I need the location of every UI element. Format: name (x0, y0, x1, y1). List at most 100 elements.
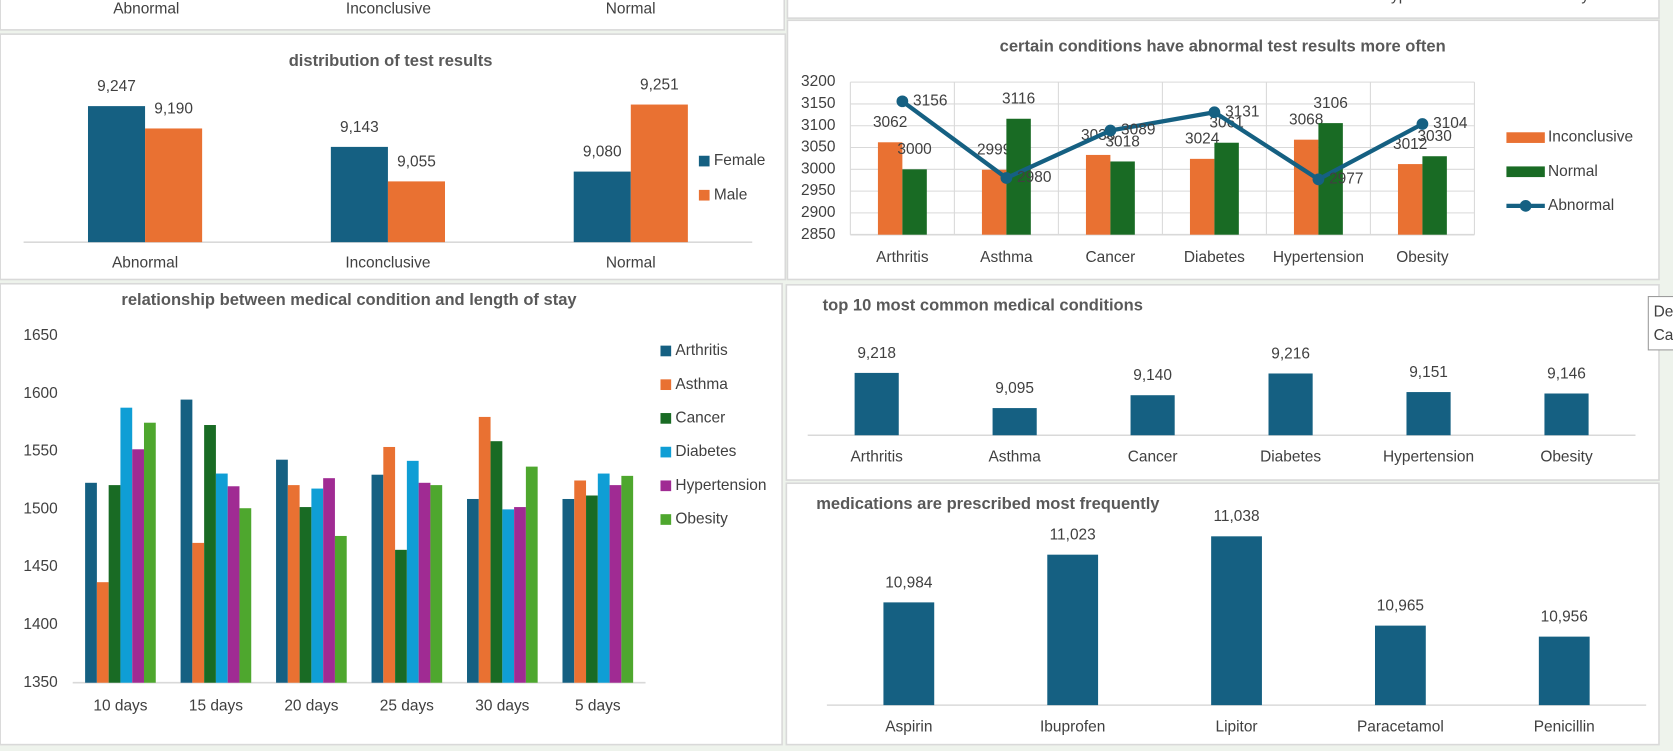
x-tick-label: Cancer (1085, 249, 1135, 266)
x-tick-label: Asthma (980, 249, 1033, 266)
bar (96, 582, 109, 683)
bar (430, 485, 443, 683)
legend-swatch (660, 514, 672, 525)
bar (1293, 139, 1319, 235)
legend-swatch (660, 413, 672, 424)
data-label: 3116 (1002, 91, 1035, 108)
legend-label: Obesity (675, 511, 728, 528)
bar (418, 482, 431, 683)
bar (145, 128, 203, 243)
line-marker (1000, 172, 1013, 184)
cropped-label: Diabetes (1260, 0, 1321, 4)
y-tick-label: 2950 (801, 182, 835, 199)
bar (883, 602, 935, 706)
panel (786, 0, 1660, 19)
data-label: 2999 (977, 142, 1011, 159)
line-marker (1208, 106, 1221, 119)
legend-swatch (660, 379, 672, 391)
data-label: 9,190 (154, 100, 193, 117)
x-tick-label: Ibuprofen (1040, 719, 1105, 736)
x-tick-label: Hypertension (1383, 449, 1474, 466)
data-label: 3062 (873, 114, 907, 131)
data-label: 10,965 (1377, 597, 1424, 614)
chart-title: relationship between medical condition a… (121, 290, 577, 309)
x-tick-label: Arthritis (850, 449, 903, 466)
legend-label: Diabetes (675, 443, 736, 460)
data-label: 3018 (1105, 133, 1139, 150)
bar (1130, 395, 1175, 436)
data-label: 9,216 (1271, 345, 1310, 362)
bar (192, 542, 205, 683)
bar (490, 441, 503, 683)
x-tick-label: Lipitor (1215, 719, 1257, 736)
line (901, 99, 1424, 182)
bar (562, 498, 575, 683)
bar (502, 509, 515, 683)
bar (597, 473, 610, 683)
line-marker (1104, 124, 1117, 137)
legend-label: Cancer (675, 409, 725, 426)
x-tick-label: Abnormal (112, 255, 178, 272)
x-tick-label: Aspirin (885, 719, 932, 736)
legend-label: Hypertension (675, 477, 766, 494)
bar (311, 488, 324, 683)
x-tick-label: Obesity (1540, 449, 1593, 466)
x-tick-label: 25 days (380, 697, 434, 714)
data-label: 9,055 (397, 153, 436, 170)
panel (785, 284, 1660, 481)
data-label: 3012 (1393, 136, 1427, 153)
data-label: 3030 (1417, 128, 1451, 145)
y-tick-label: 1550 (23, 443, 57, 460)
bar (514, 507, 526, 683)
cropped-label: Abnormal (113, 1, 179, 18)
bar (1374, 625, 1426, 706)
x-tick-label: Arthritis (876, 249, 929, 266)
bar (143, 422, 156, 683)
x-tick-label: 20 days (284, 697, 338, 714)
bar (1110, 161, 1135, 235)
x-tick-label: Normal (606, 255, 656, 272)
line-marker (1416, 118, 1429, 130)
bar (180, 399, 193, 683)
data-label: 11,023 (1050, 527, 1096, 544)
bar (1397, 164, 1423, 235)
data-label: 9,151 (1409, 364, 1448, 381)
y-tick-label: 2850 (801, 226, 835, 243)
x-tick-label: Penicillin (1534, 719, 1595, 736)
x-tick-label: Paracetamol (1357, 719, 1444, 736)
bar (1538, 636, 1590, 706)
legend-swatch (1519, 200, 1532, 212)
bar (609, 485, 622, 683)
bar (276, 459, 288, 683)
bar (406, 460, 419, 683)
legend-swatch (698, 189, 710, 201)
bar (1214, 142, 1239, 235)
bar (586, 495, 598, 683)
bar (1085, 154, 1111, 235)
data-label: 2977 (1329, 170, 1363, 187)
bar (1406, 392, 1451, 436)
chart-title: certain conditions have abnormal test re… (1000, 36, 1446, 55)
legend-label: Arthritis (675, 342, 728, 359)
line-marker (1312, 173, 1325, 186)
data-label: 3104 (1433, 115, 1468, 132)
cropped-label: Hypertension (1380, 0, 1471, 4)
bar (395, 549, 407, 683)
bar (467, 498, 479, 683)
legend-label: Inconclusive (1548, 129, 1633, 146)
bar (108, 485, 121, 683)
bar (323, 478, 335, 683)
legend-swatch (660, 446, 672, 458)
tooltip-text: De (1654, 304, 1673, 321)
bar (1422, 156, 1447, 235)
chart-title: medications are prescribed most frequent… (816, 494, 1160, 513)
data-label: 9,095 (995, 380, 1034, 397)
x-tick-label: Inconclusive (345, 255, 430, 272)
x-tick-label: Diabetes (1260, 449, 1321, 466)
bar (1544, 393, 1589, 436)
data-label: 3000 (897, 141, 931, 158)
bar (877, 142, 903, 235)
data-label: 9,146 (1547, 365, 1586, 382)
x-tick-label: 30 days (475, 697, 529, 714)
legend-label: Male (714, 186, 748, 203)
